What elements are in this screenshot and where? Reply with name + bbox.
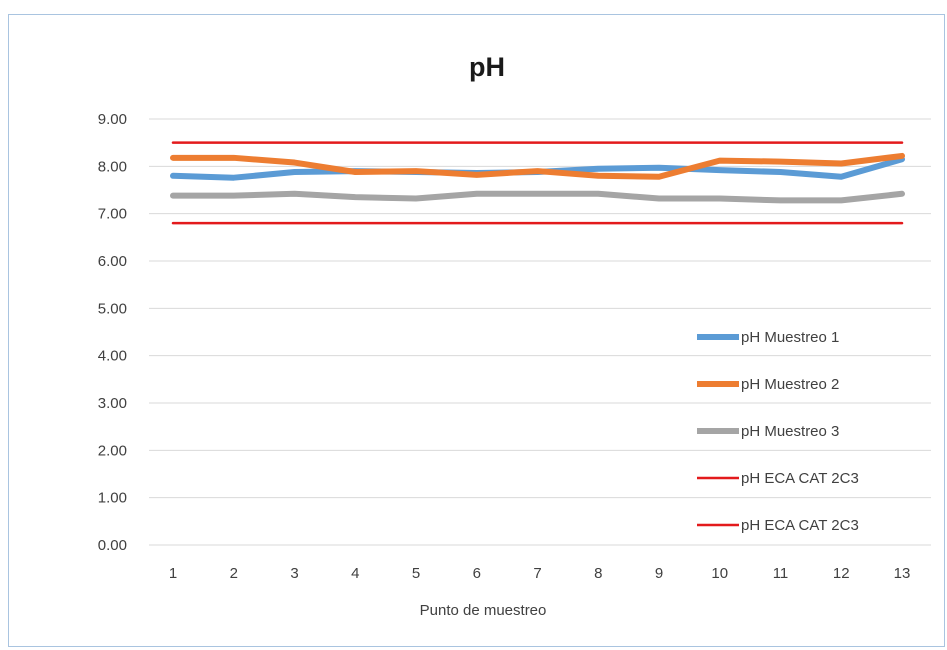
y-tick-label: 7.00: [98, 206, 127, 223]
y-tick-label: 2.00: [98, 442, 127, 459]
x-tick-label: 7: [533, 565, 541, 582]
y-tick-label: 1.00: [98, 490, 127, 507]
x-tick-label: 12: [833, 565, 850, 582]
x-tick-label: 11: [773, 565, 789, 582]
grid-layer: [149, 118, 931, 546]
legend-label: pH Muestreo 2: [741, 376, 839, 393]
y-tick-label: 3.00: [98, 395, 127, 412]
x-tick-label: 2: [230, 565, 238, 582]
x-axis-label: Punto de muestreo: [420, 602, 547, 619]
series-layer: [170, 141, 905, 225]
chart-frame: pH Punto de muestreo 0.00 1.00 2.00 3.00 4.0…: [8, 14, 945, 647]
x-tick-label: 9: [655, 565, 663, 582]
y-tick-labels: 0.00 1.00 2.00 3.00 4.00 5.00 6.00 7.00 8.00 9.00: [98, 111, 127, 554]
y-tick-label: 0.00: [98, 537, 127, 554]
series-line-3: [170, 190, 905, 204]
x-tick-label: 1: [169, 565, 177, 582]
legend-label: pH ECA CAT 2C3: [741, 470, 859, 487]
x-tick-label: 3: [290, 565, 298, 582]
x-tick-label: 13: [894, 565, 911, 582]
x-tick-labels: 1 2 3 4 5 6 7 8 9 10 11 12 13: [169, 565, 911, 582]
x-tick-label: 6: [473, 565, 481, 582]
x-tick-label: 5: [412, 565, 420, 582]
x-tick-label: 8: [594, 565, 602, 582]
x-tick-label: 10: [711, 565, 728, 582]
y-tick-label: 4.00: [98, 348, 127, 365]
y-tick-label: 6.00: [98, 253, 127, 270]
legend: pH Muestreo 1 pH Muestreo 2 pH Muestreo 3 p…: [697, 329, 859, 534]
y-tick-label: 9.00: [98, 111, 127, 128]
series-line-2: [170, 152, 905, 180]
y-tick-label: 8.00: [98, 158, 127, 175]
legend-label: pH ECA CAT 2C3: [741, 517, 859, 534]
legend-label: pH Muestreo 3: [741, 423, 839, 440]
chart-title: pH: [469, 52, 505, 82]
y-tick-label: 5.00: [98, 300, 127, 317]
legend-label: pH Muestreo 1: [741, 329, 839, 346]
x-tick-label: 4: [351, 565, 359, 582]
chart-svg: pH Punto de muestreo 0.00 1.00 2.00 3.00 4.0…: [98, 52, 931, 619]
